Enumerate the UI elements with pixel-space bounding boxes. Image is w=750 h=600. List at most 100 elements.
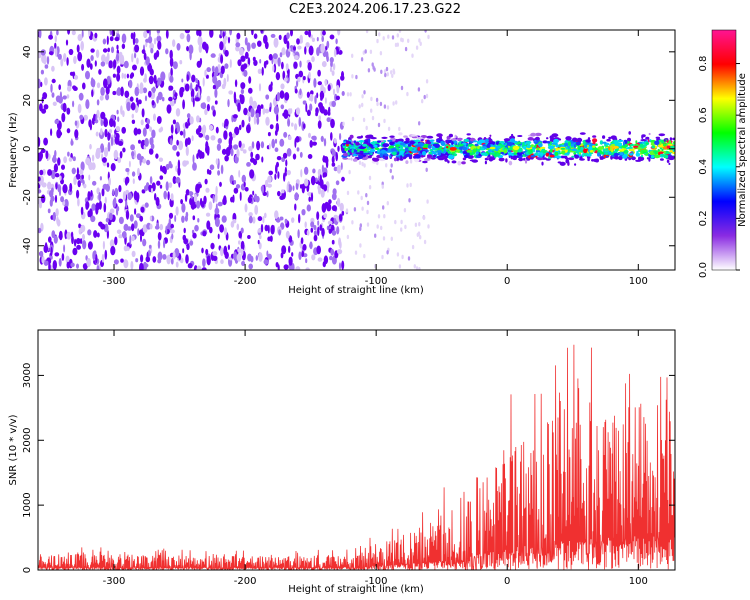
heatmap-noise-cell	[72, 85, 77, 90]
heatmap-noise-cell	[206, 67, 211, 73]
heatmap-noise-cell	[87, 191, 91, 201]
heatmap-signal-cell	[557, 161, 562, 164]
heatmap-signal-cell	[543, 150, 546, 153]
heatmap-signal-cell	[539, 146, 546, 149]
heatmap-noise-cell	[238, 140, 242, 148]
heatmap-noise-cell	[169, 229, 175, 234]
heatmap-noise-cell	[276, 161, 279, 168]
heatmap-signal-cell	[495, 148, 499, 152]
heatmap-noise-cell	[205, 187, 210, 193]
heatmap-noise-cell	[220, 65, 225, 75]
heatmap-noise-cell	[132, 64, 137, 71]
heatmap-noise-cell	[232, 133, 236, 138]
heatmap-noise-cell	[252, 216, 256, 224]
heatmap-noise-cell	[100, 128, 103, 136]
heatmap-noise-cell	[56, 30, 59, 36]
heatmap-noise-cell	[73, 55, 77, 65]
heatmap-noise-cell	[205, 134, 210, 141]
heatmap-noise-cell	[149, 215, 152, 221]
heatmap-noise-cell	[110, 136, 114, 147]
heatmap-signal-cell	[640, 154, 644, 158]
heatmap-noise-cell	[206, 146, 210, 156]
heatmap-signal-cell	[658, 133, 666, 137]
heatmap-noise-cell	[182, 248, 185, 254]
heatmap-sparse-cell	[383, 214, 386, 219]
heatmap-noise-cell	[79, 169, 84, 175]
heatmap-sparse-cell	[351, 53, 354, 58]
heatmap-sparse-cell	[355, 74, 358, 80]
heatmap-noise-cell	[208, 169, 212, 175]
heatmap-signal-cell	[408, 146, 413, 151]
heatmap-noise-cell	[76, 189, 80, 199]
heatmap-noise-cell	[160, 126, 164, 132]
heatmap-signal-cell	[358, 155, 364, 160]
heatmap-noise-cell	[257, 68, 262, 75]
heatmap-noise-cell	[179, 87, 184, 98]
heatmap-noise-cell	[98, 221, 103, 227]
heatmap-noise-cell	[138, 99, 142, 105]
heatmap-sparse-cell	[422, 215, 426, 220]
heatmap-signal-cell	[642, 149, 648, 152]
heatmap-noise-cell	[316, 92, 319, 99]
heatmap-noise-cell	[113, 149, 119, 160]
heatmap-noise-cell	[274, 173, 277, 180]
heatmap-noise-cell	[296, 80, 299, 87]
heatmap-noise-cell	[216, 143, 221, 151]
heatmap-noise-cell	[148, 75, 154, 85]
heatmap-noise-cell	[146, 251, 149, 262]
heatmap-noise-cell	[146, 30, 150, 34]
heatmap-signal-cell	[654, 151, 658, 155]
heatmap-noise-cell	[144, 73, 147, 81]
heatmap-noise-cell	[280, 104, 285, 110]
heatmap-sparse-cell	[385, 163, 388, 168]
heatmap-noise-cell	[82, 240, 87, 250]
heatmap-signal-cell	[555, 144, 559, 148]
heatmap-signal-cell	[399, 146, 404, 149]
heatmap-noise-cell	[110, 163, 116, 172]
heatmap-signal-cell	[405, 145, 408, 147]
heatmap-noise-cell	[302, 76, 306, 81]
heatmap-signal-cell	[398, 132, 403, 136]
heatmap-noise-cell	[38, 227, 42, 234]
heatmap-signal-cell	[414, 154, 421, 159]
heatmap-noise-cell	[170, 67, 173, 77]
heatmap-signal-cell	[394, 161, 398, 164]
heatmap-signal-cell	[568, 141, 571, 146]
heatmap-sparse-cell	[400, 219, 403, 225]
heatmap-signal-cell	[487, 149, 492, 153]
heatmap-signal-cell	[405, 160, 409, 165]
heatmap-noise-cell	[203, 131, 206, 139]
heatmap-noise-cell	[279, 52, 283, 58]
heatmap-signal-cell	[614, 141, 618, 145]
heatmap-signal-cell	[583, 148, 588, 154]
heatmap-noise-cell	[109, 36, 114, 42]
heatmap-noise-cell	[140, 206, 145, 213]
heatmap-signal-cell	[466, 150, 473, 153]
snr-y-axis-label: SNR (10 * v/v)	[8, 414, 19, 485]
heatmap-signal-cell	[555, 149, 559, 151]
heatmap-noise-cell	[276, 92, 280, 102]
heatmap-signal-cell	[447, 154, 455, 160]
heatmap-noise-cell	[253, 33, 258, 39]
heatmap-noise-cell	[155, 153, 159, 159]
heatmap-noise-cell	[258, 83, 262, 92]
heatmap-noise-cell	[221, 83, 226, 90]
heatmap-noise-cell	[274, 129, 278, 136]
heatmap-signal-cell	[534, 139, 537, 143]
heatmap-noise-cell	[339, 202, 344, 212]
heatmap-noise-cell	[248, 263, 253, 270]
heatmap-noise-cell	[305, 267, 310, 270]
heatmap-signal-cell	[367, 155, 372, 159]
heatmap-noise-cell	[176, 43, 181, 51]
heatmap-noise-cell	[306, 204, 311, 212]
heatmap-noise-cell	[338, 237, 342, 247]
heatmap-signal-cell	[651, 145, 656, 149]
heatmap-noise-cell	[116, 52, 120, 62]
heatmap-noise-cell	[293, 55, 299, 60]
heatmap-noise-cell	[79, 114, 84, 120]
heatmap-noise-cell	[177, 166, 181, 176]
snr-x-tick-label: 100	[629, 576, 648, 587]
heatmap-noise-cell	[108, 212, 113, 221]
heatmap-sparse-cell	[351, 116, 355, 122]
heatmap-noise-cell	[135, 97, 139, 103]
